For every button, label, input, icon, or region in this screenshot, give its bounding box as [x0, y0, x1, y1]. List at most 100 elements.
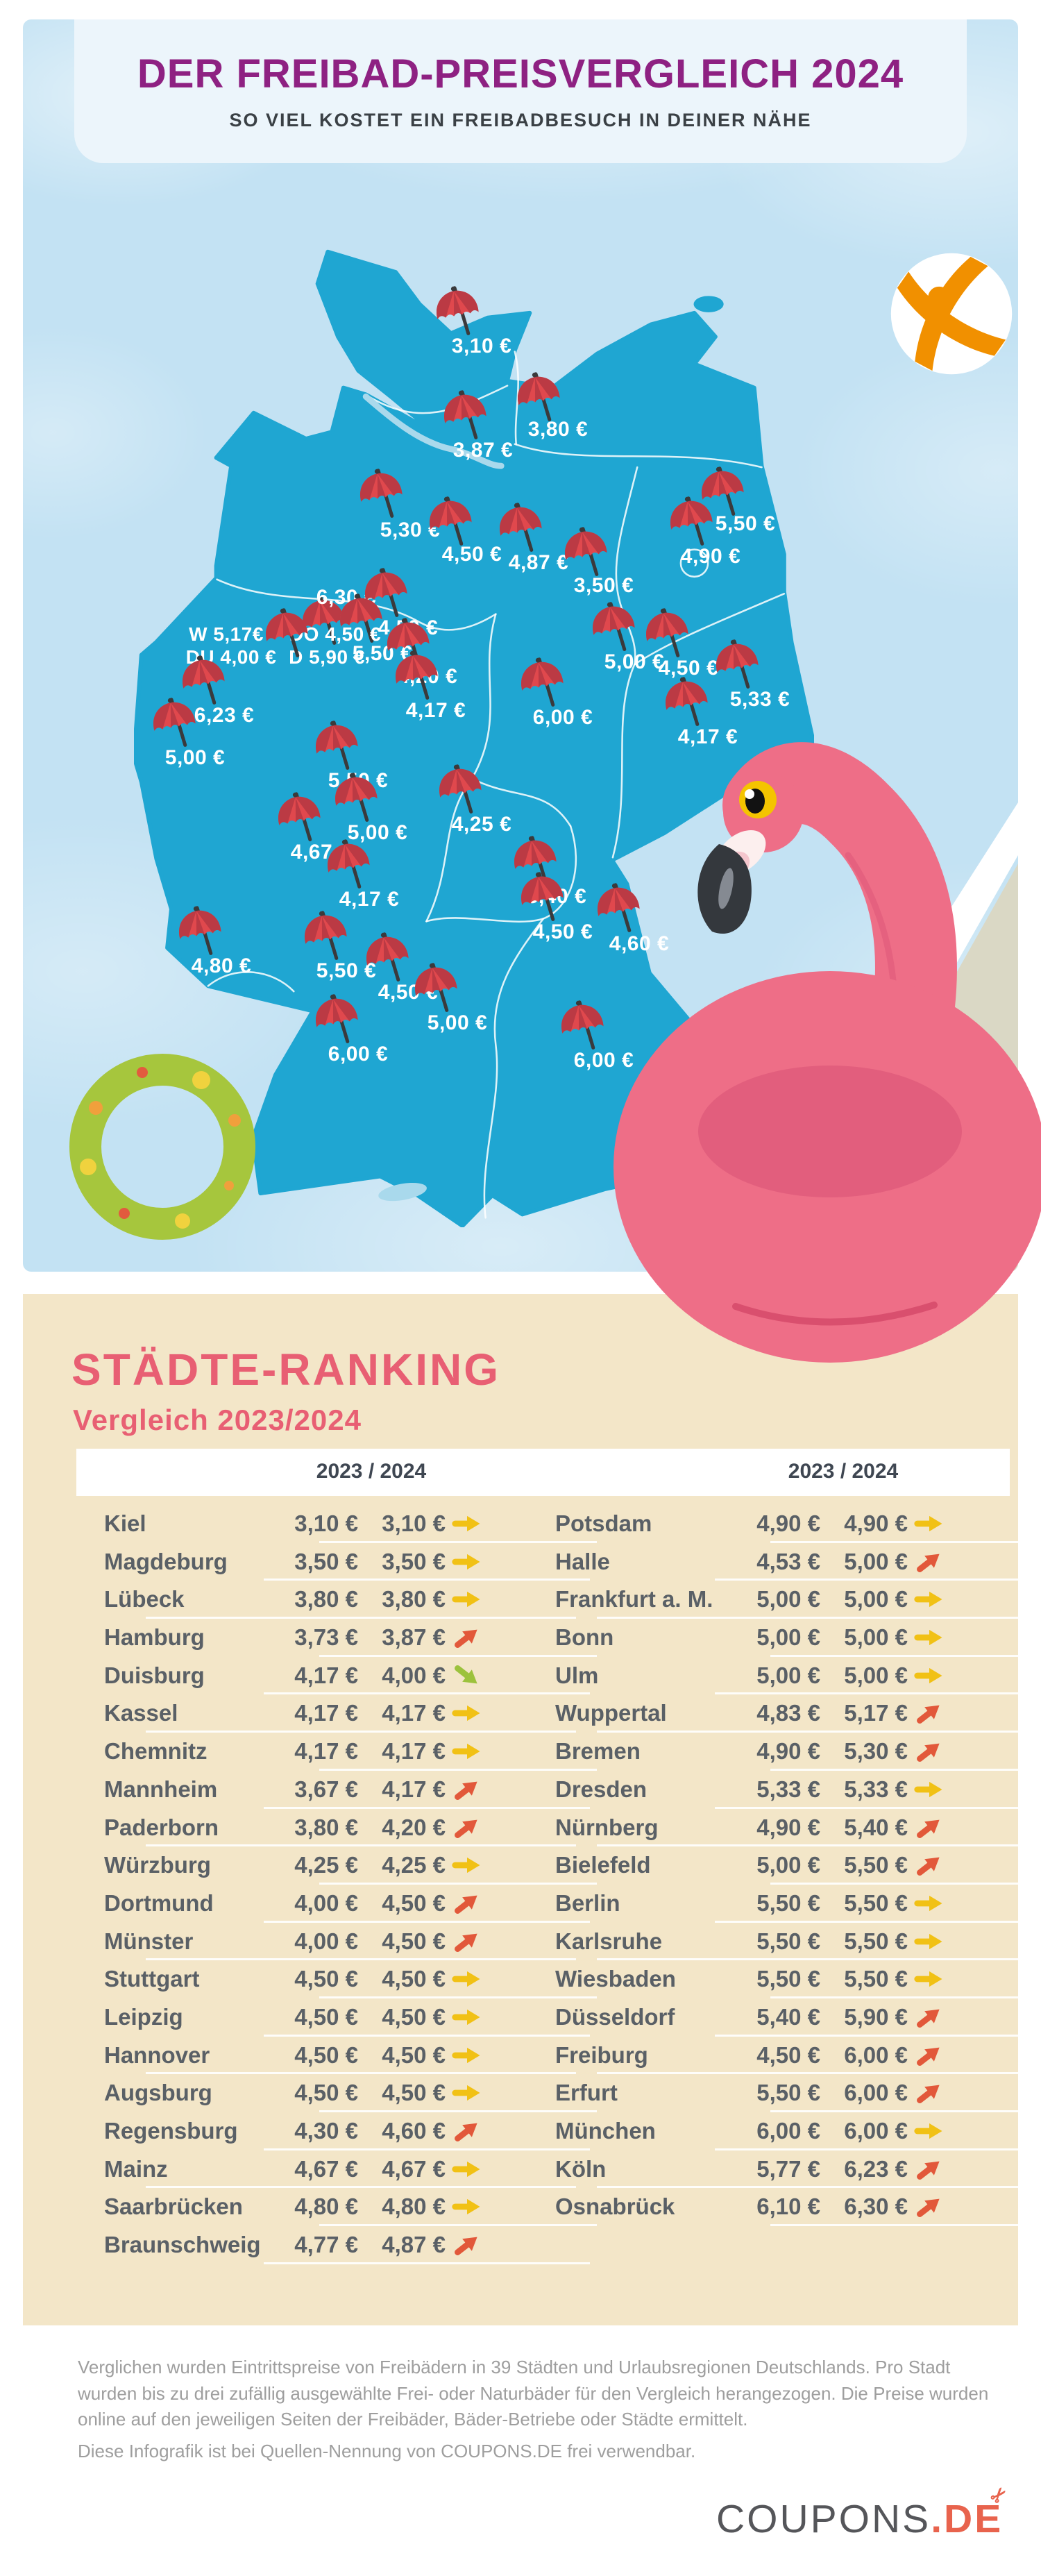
price-2023: 5,00 €: [756, 1624, 820, 1651]
methodology-note: Verglichen wurden Eintrittspreise von Fr…: [78, 2357, 989, 2430]
city-name: Kiel: [104, 1510, 146, 1536]
city-name: Würzburg: [104, 1852, 211, 1878]
city-name: Erfurt: [555, 2080, 618, 2106]
trend-up-arrow-icon: [455, 2237, 477, 2256]
ranking-table-right: Potsdam 4,90 €4,90 € Halle 4,53 € 5,00 € Fran…: [555, 1505, 1041, 2226]
swim-ring-dot: [192, 1071, 210, 1089]
trend-up-arrow-icon: [917, 2009, 940, 2028]
price-2024: 4,50 €: [382, 2080, 446, 2106]
price-2023: 6,00 €: [756, 2118, 820, 2144]
logo-text-red: .DE ✂: [931, 2480, 1014, 2541]
ranking-subtitle: Vergleich 2023/2024: [73, 1404, 362, 1436]
price-2024: 3,80 €: [382, 1586, 446, 1613]
ranking-row: Mannheim 3,67 € 4,17 €: [104, 1771, 590, 1809]
trend-same-arrow-icon: [452, 1592, 480, 1608]
price-2023: 6,10 €: [756, 2194, 820, 2220]
ranking-table-left: Kiel 3,10 € 3,10 € Magdeburg 3,50 € 3,50 € Lüb…: [104, 1505, 597, 2264]
price-2023: 4,80 €: [294, 2194, 358, 2220]
price-2024: 3,87 €: [382, 1624, 446, 1651]
price-2024: 5,17 €: [844, 1700, 908, 1726]
price-2024: 5,33 €: [844, 1776, 908, 1802]
price-2024: 4,17 €: [382, 1700, 446, 1726]
flamingo-ring-opening: [698, 1066, 962, 1197]
trend-same-arrow-icon: [452, 2085, 480, 2101]
price-2023: 4,50 €: [294, 2042, 358, 2068]
ranking-row: Osnabrück 6,10 € 6,30 €: [555, 2188, 1041, 2226]
ranking-row: Berlin 5,50 € 5,50 €: [555, 1885, 1041, 1923]
city-name: Wuppertal: [555, 1700, 667, 1726]
price-2023: 4,30 €: [294, 2118, 358, 2144]
trend-same-arrow-icon: [452, 2047, 480, 2063]
price-2024: 4,80 €: [382, 2194, 446, 2220]
ranking-row: Karlsruhe 5,50 € 5,50 €: [555, 1923, 1027, 1961]
price-2024: 4,87 €: [382, 2232, 446, 2258]
ranking-row: Potsdam 4,90 € 4,90 €: [555, 1505, 1041, 1543]
trend-same-arrow-icon: [452, 2161, 480, 2177]
price-2024: 3,10 €: [382, 1510, 446, 1536]
price-2024: 5,50 €: [844, 1889, 908, 1916]
swim-ring-dot: [137, 1067, 148, 1078]
ranking-row: Köln 5,77 € 6,23 €: [555, 2150, 1027, 2189]
ranking-row: Frankfurt a. M. 5,00 € 5,00 €: [555, 1581, 1027, 1619]
price-2024: 4,17 €: [382, 1738, 446, 1765]
trend-up-arrow-icon: [917, 2085, 940, 2104]
swim-ring-dot: [119, 1208, 130, 1219]
city-name: Leipzig: [104, 2003, 183, 2030]
swim-ring-dot: [224, 1181, 234, 1190]
price-2023: 3,73 €: [294, 1624, 358, 1651]
price-2024: 4,25 €: [382, 1852, 446, 1878]
price-2023: 4,00 €: [294, 1889, 358, 1916]
trend-same-arrow-icon: [452, 1515, 480, 1532]
ranking-row: Bielefeld 5,00 € 5,50 €: [555, 1846, 1041, 1885]
price-2023: 5,50 €: [756, 1966, 820, 1992]
city-name: Wiesbaden: [555, 1966, 676, 1992]
price-2024: 4,50 €: [382, 1889, 446, 1916]
price-2023: 4,25 €: [294, 1852, 358, 1878]
table-header-band: 2023 / 2024 2023 / 2024: [76, 1449, 1010, 1496]
ranking-row: Erfurt 5,50 € 6,00 €: [555, 2074, 1041, 2112]
price-2024: 3,50 €: [382, 1548, 446, 1574]
city-name: Magdeburg: [104, 1548, 228, 1574]
ranking-row: Kiel 3,10 € 3,10 €: [104, 1505, 597, 1543]
price-2024: 5,00 €: [844, 1548, 908, 1574]
city-name: Chemnitz: [104, 1738, 208, 1765]
city-name: Dortmund: [104, 1889, 214, 1916]
city-name: Augsburg: [104, 2080, 212, 2106]
coupons-de-logo: COUPONS.DE ✂: [716, 2480, 1014, 2542]
trend-same-arrow-icon: [914, 1781, 942, 1797]
price-2023: 5,33 €: [756, 1776, 820, 1802]
trend-same-arrow-icon: [914, 1971, 942, 1987]
price-2023: 4,00 €: [294, 1928, 358, 1954]
price-2023: 3,50 €: [294, 1548, 358, 1574]
price-2023: 4,67 €: [294, 2155, 358, 2182]
price-2023: 5,77 €: [756, 2155, 820, 2182]
city-name: Ulm: [555, 1662, 599, 1688]
city-name: Stuttgart: [104, 1966, 200, 1992]
city-name: Halle: [555, 1548, 610, 1574]
ranking-row: Braunschweig 4,77 € 4,87 €: [104, 2226, 590, 2264]
city-name: Braunschweig: [104, 2232, 261, 2258]
price-2024: 4,17 €: [382, 1776, 446, 1802]
city-name: Bonn: [555, 1624, 614, 1651]
ranking-row: Dresden 5,33 € 5,33 €: [555, 1771, 1041, 1809]
price-2024: 6,00 €: [844, 2118, 908, 2144]
price-2024: 5,00 €: [844, 1662, 908, 1688]
trend-up-arrow-icon: [455, 1895, 477, 1914]
trend-same-arrow-icon: [914, 1667, 942, 1683]
city-name: Mannheim: [104, 1776, 218, 1802]
ranking-row: Wuppertal 4,83 € 5,17 €: [555, 1694, 1027, 1733]
trend-up-arrow-icon: [455, 1781, 477, 1800]
price-2024: 6,23 €: [844, 2155, 908, 2182]
header-card: DER FREIBAD-PREISVERGLEICH 2024 SO VIEL …: [74, 19, 967, 163]
trend-same-arrow-icon: [914, 1592, 942, 1608]
city-name: München: [555, 2118, 656, 2144]
ranking-row: Augsburg 4,50 € 4,50 €: [104, 2074, 597, 2112]
usage-note: Diese Infografik ist bei Quellen-Nennung…: [78, 2441, 696, 2461]
trend-same-arrow-icon: [452, 1971, 480, 1987]
price-2024: 6,00 €: [844, 2042, 908, 2068]
trend-up-arrow-icon: [917, 1857, 940, 1876]
price-2023: 4,53 €: [756, 1548, 820, 1574]
price-2023: 5,50 €: [756, 1889, 820, 1916]
trend-up-arrow-icon: [917, 2047, 940, 2066]
